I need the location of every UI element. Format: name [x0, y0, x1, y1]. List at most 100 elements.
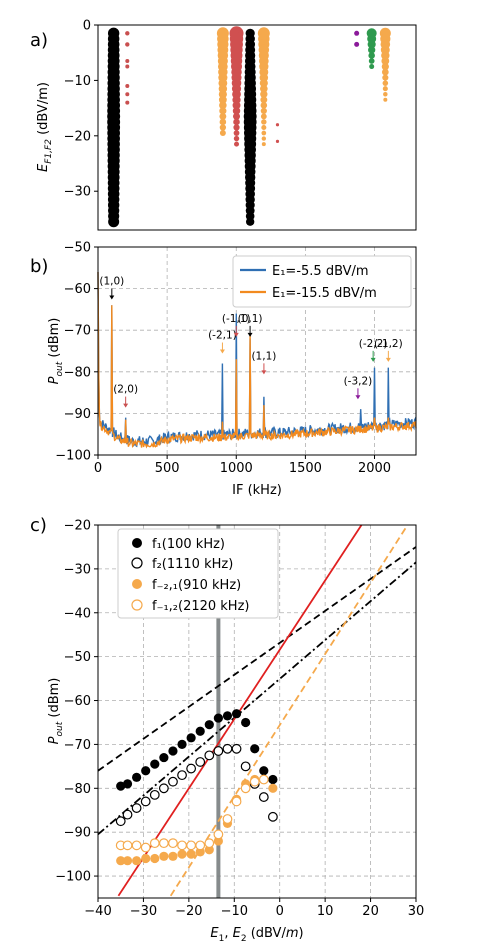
panel-b-annotation: (1,1)	[251, 350, 276, 362]
panel-c-point	[249, 776, 260, 787]
panel-c-xlabel: E1, E2 (dBV/m)	[210, 926, 303, 944]
panel-c-legend-box	[117, 528, 279, 619]
panel-c-point	[132, 856, 142, 866]
panel-b: b) (1,0) (2,0) (-2,1) (-1,1)(0,1) (1,1) (-3,2…	[30, 241, 417, 498]
panel-a-dot	[381, 68, 389, 76]
panel-c-point	[141, 853, 151, 864]
panel-a-dot	[260, 90, 268, 98]
panel-a-dot	[125, 31, 130, 36]
panel-b-annotation-arrowhead	[385, 357, 391, 362]
panel-a-ytick-label: −20	[64, 129, 91, 144]
panel-c-ytick-label: −20	[64, 519, 91, 534]
panel-c-point	[149, 838, 160, 849]
panel-a-dot	[232, 101, 241, 110]
panel-a-dot	[275, 139, 280, 143]
panel-b-ytick-label: −60	[64, 282, 91, 297]
panel-a-dot	[219, 124, 227, 131]
panel-c-point	[258, 792, 269, 802]
panel-c-xtick-label: −40	[84, 904, 111, 919]
panel-a-dot	[233, 118, 240, 126]
legend-entry-blue: E₁=-5.5 dBV/m	[272, 264, 369, 279]
panel-a-dot	[125, 42, 130, 47]
panel-a-frame	[97, 24, 417, 231]
panel-a-dot	[259, 79, 268, 88]
panel-c-point	[150, 759, 160, 769]
panel-c-fit-line	[98, 546, 416, 772]
panel-c-point	[186, 733, 196, 743]
panel-c-point	[168, 851, 178, 861]
panel-b-annotation: (-1,1)	[222, 313, 251, 325]
panel-b-ytick-label: −70	[64, 324, 91, 339]
panel-a-dot	[232, 107, 241, 115]
panel-a-dot	[260, 102, 268, 109]
panel-b-xtick-label: 0	[94, 461, 102, 476]
panel-c-ytick-label: −70	[64, 738, 91, 753]
panel-b-annotation: (2,0)	[113, 384, 138, 396]
panel-a-dot	[125, 100, 130, 105]
panel-b-annotation: (0,1)	[238, 313, 263, 325]
panel-c-point	[140, 842, 151, 853]
panel-b-ytick-label: −100	[55, 449, 91, 464]
panel-b-annotation-arrowhead	[355, 395, 361, 400]
panel-a-ytick-label: −10	[64, 74, 91, 89]
panel-c-ytick-label: −60	[64, 694, 91, 709]
panel-a-dot	[383, 97, 388, 102]
panel-c-ytick-label: −90	[64, 826, 91, 841]
panel-c-point	[122, 856, 133, 866]
panel-a-dot	[261, 142, 266, 147]
panel-c-xtick-label: 0	[276, 904, 284, 919]
panel-b-label: b)	[30, 256, 48, 277]
panel-c-point	[231, 796, 242, 807]
panel-c-xtick-label: −20	[175, 904, 202, 919]
panel-c-point	[132, 772, 142, 782]
panel-c-point	[231, 743, 242, 754]
panel-c-fit-line	[169, 525, 409, 897]
panel-b-annotations: (1,0) (2,0) (-2,1) (-1,1)(0,1) (1,1) (-3,2) (-…	[99, 275, 403, 408]
panel-c-point	[168, 746, 178, 756]
panel-a-dot	[234, 141, 240, 147]
panel-a-dot	[245, 217, 255, 226]
panel-a-dot	[354, 41, 360, 47]
panel-c-data	[115, 709, 278, 866]
panel-c-point	[149, 789, 160, 800]
legend-marker-f1	[132, 538, 142, 548]
panel-a-dot	[125, 59, 130, 64]
panel-a-dot	[233, 135, 240, 142]
panel-a-dot	[232, 112, 241, 120]
panel-c-point	[159, 752, 169, 763]
panel-a-dot	[219, 101, 227, 110]
panel-c-point	[122, 840, 133, 851]
panel-a-dot	[275, 123, 280, 127]
panel-a-dot	[261, 124, 267, 131]
panel-b-annotation-arrowhead	[233, 332, 239, 337]
panel-c-point	[150, 853, 160, 864]
panel-c-point	[204, 750, 215, 761]
panel-c-point	[186, 849, 196, 859]
panel-a-dot	[354, 30, 360, 36]
panel-a-dot	[381, 51, 390, 60]
panel-c-xtick-label: 10	[317, 904, 334, 919]
panel-c-point	[204, 838, 215, 849]
panel-c-ytick-label: −40	[64, 606, 91, 621]
panel-c-frame	[97, 524, 417, 899]
panel-c-point	[140, 796, 151, 807]
panel-a-dot	[233, 124, 240, 131]
panel-b-xtick-label: 1000	[220, 461, 253, 476]
panel-b-annotation-arrowhead	[109, 295, 115, 300]
panel-a-dot	[261, 130, 267, 136]
panel-c-point	[222, 814, 233, 824]
panel-b-ytick-label: −90	[64, 407, 91, 422]
panel-c-point	[131, 803, 142, 813]
panel-c-point	[240, 761, 251, 772]
panel-c-point	[222, 743, 233, 754]
panel-b-annotation-arrowhead	[219, 349, 225, 354]
panel-b-annotation: (1,0)	[99, 275, 124, 287]
panel-c-point	[241, 717, 251, 728]
panel-c-point	[122, 779, 133, 789]
panel-c-ytick-label: −80	[64, 782, 91, 797]
panel-c-xtick-label: 20	[362, 904, 379, 919]
panel-c-point	[204, 720, 214, 730]
panel-a-dot	[125, 83, 130, 88]
panel-c-ytick-label: −50	[64, 650, 91, 665]
legend-marker-f2	[131, 557, 143, 569]
